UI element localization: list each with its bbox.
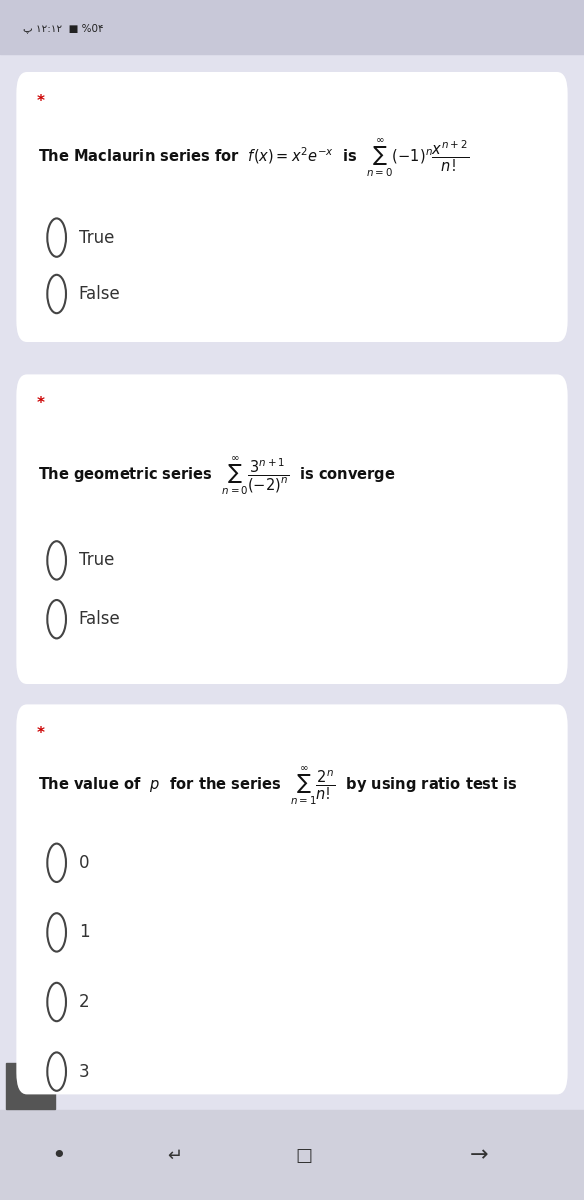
- Text: False: False: [79, 610, 120, 629]
- Bar: [0, 0, 584, 54]
- Text: True: True: [79, 552, 114, 570]
- Text: *: *: [36, 396, 44, 410]
- Text: True: True: [79, 228, 114, 247]
- Text: •: •: [51, 1144, 66, 1168]
- Bar: [0, 1110, 584, 1200]
- Text: □: □: [295, 1147, 312, 1164]
- Text: The value of  $p$  for the series  $\sum_{n=1}^{\infty} \dfrac{2^n}{n!}$  by usi: The value of $p$ for the series $\sum_{n…: [38, 766, 518, 806]
- Text: 2: 2: [79, 992, 89, 1010]
- Bar: [6, 1063, 55, 1109]
- Text: *: *: [36, 94, 44, 109]
- FancyBboxPatch shape: [16, 374, 568, 684]
- Text: !: !: [26, 1078, 34, 1094]
- Text: 3: 3: [79, 1063, 89, 1080]
- Text: ↵: ↵: [168, 1147, 183, 1164]
- Text: پ ۱۲:۱۲  ■ %0۴: پ ۱۲:۱۲ ■ %0۴: [23, 23, 104, 32]
- FancyBboxPatch shape: [16, 72, 568, 342]
- Text: 1: 1: [79, 924, 89, 941]
- Text: 0: 0: [79, 854, 89, 871]
- Text: False: False: [79, 286, 120, 304]
- Text: The Maclaurin series for  $f(x) = x^2e^{-x}$  is  $\sum_{n=0}^{\infty} (-1)^n \d: The Maclaurin series for $f(x) = x^2e^{-…: [38, 138, 470, 179]
- Text: The geometric series  $\sum_{n=0}^{\infty} \dfrac{3^{n+1}}{(-2)^{n}}$  is conver: The geometric series $\sum_{n=0}^{\infty…: [38, 456, 395, 497]
- Text: *: *: [36, 726, 44, 740]
- Text: →: →: [470, 1146, 488, 1165]
- FancyBboxPatch shape: [16, 704, 568, 1094]
